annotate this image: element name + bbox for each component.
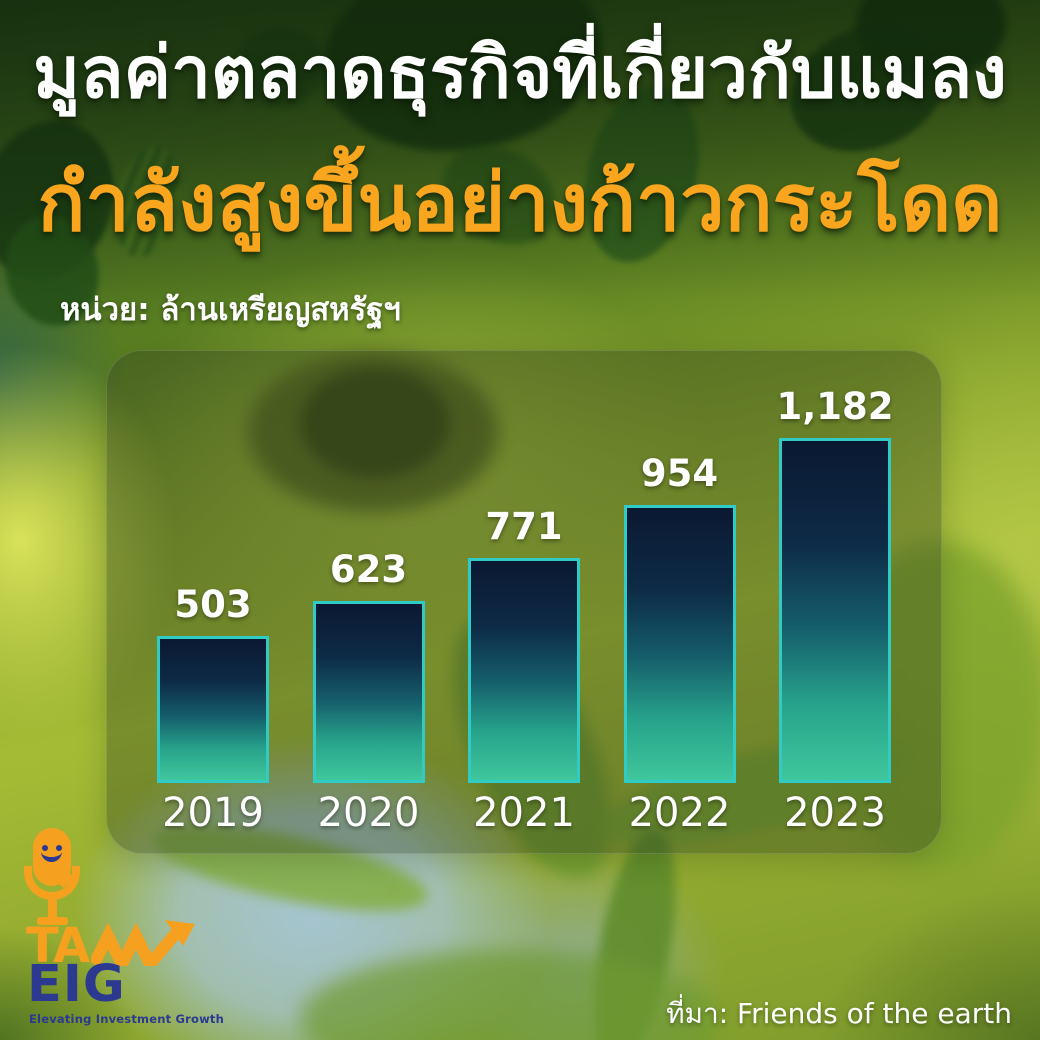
- mic-holder-shape: [24, 866, 80, 900]
- source-credit: ที่มา: Friends of the earth: [666, 997, 1012, 1030]
- top-shade-overlay: [0, 0, 1040, 300]
- mic-smile-shape: [41, 850, 62, 862]
- bar-column-2022: 954 2022: [623, 452, 736, 841]
- bar-2023: [779, 438, 891, 783]
- bar-2021: [468, 558, 580, 783]
- bar-year-label: 2023: [784, 790, 886, 836]
- page-title-line1: มูลค่าตลาดธุรกิจที่เกี่ยวกับแมลง: [33, 31, 1007, 114]
- microphone-smiley-icon: [20, 826, 120, 936]
- mic-stem-shape: [48, 900, 57, 917]
- bar-2020: [312, 601, 425, 783]
- beetle-photo-blur: [300, 368, 450, 478]
- bar-year-label: 2022: [628, 790, 731, 836]
- bar-value-label: 503: [174, 583, 252, 626]
- unit-label: หน่วย: ล้านเหรียญสหรัฐฯ: [60, 292, 401, 328]
- tam-eig-logo: TA EIG Elevating Investment Growth: [20, 826, 250, 1036]
- mic-eye-left: [42, 845, 48, 851]
- bar-column-2019: 503 2019: [157, 583, 269, 841]
- mic-eye-right: [56, 845, 62, 851]
- bar-value-label: 771: [485, 505, 563, 548]
- bar-chart-row: 503 2019 623 2020 771 2021 954 2022 1,182 2023: [157, 351, 894, 841]
- bar-column-2023: 1,182 2023: [776, 385, 894, 841]
- bar-2022: [623, 505, 736, 783]
- brand-tam-letters: TA: [26, 918, 90, 974]
- bar-column-2020: 623 2020: [312, 548, 425, 841]
- chart-panel: 503 2019 623 2020 771 2021 954 2022 1,182 2023: [106, 350, 942, 854]
- bar-2019: [157, 636, 269, 783]
- page-title-line2: กำลังสูงขึ้นอย่างก้าวกระโดด: [37, 157, 1003, 249]
- brand-name-tam: TA: [26, 918, 196, 974]
- bar-value-label: 954: [640, 452, 719, 495]
- bar-column-2021: 771 2021: [468, 505, 580, 841]
- mic-base-shape: [37, 917, 68, 925]
- bar-year-label: 2021: [473, 790, 575, 836]
- bar-year-label: 2020: [317, 790, 420, 836]
- bar-value-label: 1,182: [776, 385, 894, 428]
- mic-capsule-shape: [33, 828, 71, 886]
- brand-name-eig: EIG: [27, 955, 126, 1014]
- zigzag-growth-arrow-icon: [91, 920, 196, 966]
- bar-value-label: 623: [329, 548, 408, 591]
- brand-tagline: Elevating Investment Growth: [29, 1012, 225, 1026]
- bar-year-label: 2019: [162, 790, 264, 836]
